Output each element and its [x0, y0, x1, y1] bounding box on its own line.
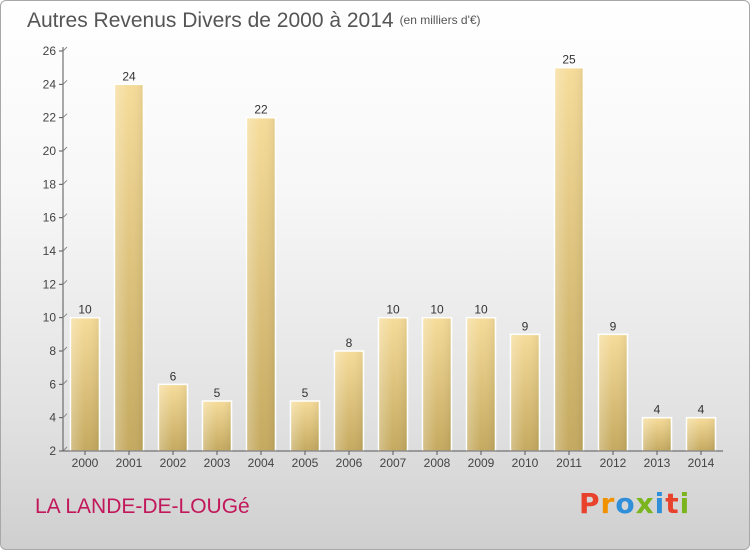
y-tick-notch	[62, 379, 68, 385]
y-tick-label: 22	[43, 111, 57, 125]
x-tick-label: 2001	[116, 456, 143, 470]
y-tick-label: 4	[49, 411, 56, 425]
chart-subtitle: (en milliers d'€)	[399, 13, 481, 27]
logo-letter: r	[600, 487, 616, 520]
x-tick-label: 2004	[248, 456, 275, 470]
x-tick-label: 2014	[688, 456, 715, 470]
chart-title-text: Autres Revenus Divers de 2000 à 2014	[27, 9, 394, 32]
y-tick-notch	[62, 246, 68, 252]
data-label-2003: 5	[214, 386, 221, 400]
data-label-2009: 10	[474, 303, 488, 317]
bar-shine	[511, 335, 539, 450]
bar-shine	[335, 352, 363, 450]
x-tick-label: 2000	[72, 456, 99, 470]
logo-letter: x	[635, 487, 655, 520]
y-tick-label: 14	[43, 244, 57, 258]
x-tick-label: 2005	[292, 456, 319, 470]
logo-letter: i	[654, 487, 666, 520]
y-tick-notch	[62, 346, 68, 352]
bar-shine	[599, 335, 627, 450]
bar-shine	[555, 68, 583, 451]
data-label-2000: 10	[78, 303, 92, 317]
y-tick-notch	[62, 279, 68, 285]
bar-shine	[687, 418, 715, 450]
bar-shine	[423, 318, 451, 450]
data-label-2004: 22	[254, 103, 268, 117]
y-tick-notch	[62, 179, 68, 185]
bar-shine	[71, 318, 99, 450]
x-tick-label: 2011	[556, 456, 582, 470]
bar-shine	[379, 318, 407, 450]
data-label-2010: 9	[522, 319, 529, 333]
y-tick-notch	[62, 46, 68, 52]
data-label-2005: 5	[302, 386, 309, 400]
data-label-2002: 6	[170, 369, 177, 383]
data-label-2014: 4	[698, 403, 705, 417]
x-tick-label: 2003	[204, 456, 231, 470]
y-tick-notch	[62, 413, 68, 419]
commune-name: LA LANDE-DE-LOUGé	[35, 495, 250, 518]
x-tick-label: 2007	[380, 456, 407, 470]
x-tick-label: 2002	[160, 456, 187, 470]
logo-letter: t	[665, 487, 680, 520]
proxiti-logo[interactable]: Proxiti	[579, 487, 690, 520]
logo-letter: i	[679, 487, 691, 520]
data-label-2007: 10	[386, 303, 400, 317]
x-tick-label: 2012	[600, 456, 627, 470]
bar-shine	[115, 85, 143, 450]
logo-letter: o	[615, 487, 636, 520]
y-tick-notch	[62, 446, 68, 452]
data-label-2008: 10	[430, 303, 444, 317]
y-tick-notch	[62, 113, 68, 119]
y-tick-label: 24	[43, 77, 57, 91]
y-tick-label: 20	[43, 144, 57, 158]
bar-shine	[247, 118, 275, 451]
y-tick-notch	[62, 146, 68, 152]
y-tick-label: 16	[43, 211, 57, 225]
bar-shine	[159, 385, 187, 450]
y-tick-notch	[62, 313, 68, 319]
y-tick-label: 12	[43, 277, 57, 291]
y-tick-label: 18	[43, 177, 57, 191]
x-tick-label: 2006	[336, 456, 363, 470]
data-label-2001: 24	[122, 69, 136, 83]
bar-shine	[291, 402, 319, 450]
data-label-2006: 8	[346, 336, 353, 350]
data-label-2012: 9	[610, 319, 617, 333]
x-tick-label: 2009	[468, 456, 495, 470]
logo-letter: P	[579, 487, 601, 520]
y-tick-label: 8	[49, 344, 56, 358]
y-tick-notch	[62, 79, 68, 85]
bar-shine	[643, 418, 671, 450]
data-label-2011: 25	[562, 53, 576, 67]
y-tick-label: 6	[49, 377, 56, 391]
y-tick-label: 26	[43, 44, 57, 58]
x-tick-label: 2010	[512, 456, 539, 470]
y-tick-label: 10	[43, 311, 57, 325]
x-axis: 2000 2001 2002 2003 2004 2005 2006 2007 2008 2009…	[63, 450, 723, 470]
x-tick-label: 2008	[424, 456, 451, 470]
y-tick-notch	[62, 213, 68, 219]
bar-shine	[203, 402, 231, 450]
chart-title: Autres Revenus Divers de 2000 à 2014 (en …	[27, 9, 481, 33]
data-label-2013: 4	[654, 403, 661, 417]
bars: 10 24 6 5 22 5 8 10 10 10 9 25 9 4 4	[69, 53, 717, 452]
x-tick-label: 2013	[644, 456, 671, 470]
y-tick-label: 2	[49, 444, 56, 458]
bar-shine	[467, 318, 495, 450]
